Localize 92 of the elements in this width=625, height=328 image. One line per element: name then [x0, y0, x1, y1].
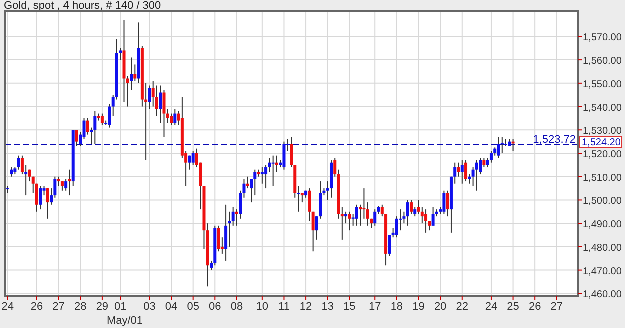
x-tick-label: 24	[485, 301, 498, 313]
candlestick	[254, 169, 257, 196]
candlestick	[366, 202, 370, 226]
candlestick	[312, 211, 315, 252]
candlestick	[170, 113, 174, 126]
candlestick	[68, 169, 72, 196]
candlestick	[297, 186, 300, 212]
candlestick	[75, 130, 78, 147]
candlestick	[217, 225, 220, 252]
y-tick-label: 1,470.00	[583, 266, 622, 278]
candlestick	[464, 160, 468, 182]
y-tick-label: 1,550.00	[583, 79, 622, 90]
x-tick-label: 26	[30, 301, 44, 313]
x-tick-label: 28	[74, 301, 87, 313]
x-tick-label: 04	[165, 301, 178, 313]
text: May/01	[106, 315, 144, 327]
x-tick-label: 22	[456, 301, 469, 313]
y-tick-label: 1,570.00	[583, 32, 622, 44]
x-tick-label: 17	[369, 301, 382, 313]
candlestick	[57, 176, 60, 187]
candlestick	[46, 188, 50, 220]
x-tick-label: 24	[2, 301, 14, 313]
candlestick	[162, 90, 166, 138]
candlestick	[188, 155, 192, 170]
y-tick-label: 1,490.00	[583, 220, 622, 231]
candlestick	[82, 118, 86, 140]
candlestick	[344, 211, 348, 224]
candlestick	[432, 206, 435, 226]
candlestick	[159, 85, 162, 124]
y-tick-label: 1,460.00	[583, 290, 622, 301]
candlestick	[399, 209, 402, 232]
candlestick	[224, 204, 228, 262]
candlestick	[406, 200, 410, 226]
candlestick	[374, 209, 377, 226]
candlestick	[174, 108, 177, 126]
x-tick-label: 26	[528, 301, 542, 313]
candlestick	[94, 110, 97, 145]
candlestick	[355, 204, 358, 226]
candlestick	[497, 136, 500, 159]
y-tick-label: 1,510.00	[583, 172, 622, 184]
candlestick	[10, 167, 14, 178]
x-tick-label: 27	[550, 301, 564, 313]
x-tick-label: 06	[209, 301, 222, 313]
x-tick-label: 03	[144, 301, 156, 313]
candlestick	[482, 158, 486, 168]
x-tick-label: 29	[96, 301, 109, 313]
candlestick	[457, 162, 460, 178]
candlestick	[308, 188, 312, 222]
y-tick-label: 1,540.00	[583, 102, 622, 114]
x-tick-label: 19	[412, 301, 425, 313]
text: 1,524.20	[582, 138, 622, 149]
y-tick-label: 1,530.00	[583, 126, 622, 138]
candlestick	[108, 104, 112, 128]
x-tick-label: 05	[187, 301, 200, 313]
candlestick	[282, 141, 286, 170]
candlestick	[100, 113, 104, 126]
candlestick	[446, 190, 450, 218]
candlestick	[348, 211, 352, 232]
candlestick	[260, 167, 264, 184]
ref-line-label: 1,523.72	[533, 134, 576, 146]
x-tick-label: 12	[300, 301, 312, 313]
candlestick	[166, 108, 170, 124]
candlestick	[35, 183, 38, 212]
x-tick-label: 10	[256, 301, 269, 313]
candlestick	[60, 181, 64, 192]
x-tick-label: 13	[322, 301, 334, 313]
candlestick	[442, 190, 446, 215]
candlestick	[232, 206, 235, 226]
candlestick	[272, 155, 275, 187]
candlestick	[134, 64, 137, 82]
candlestick	[475, 160, 478, 192]
candlestick	[490, 150, 493, 164]
candlestick	[460, 160, 464, 184]
x-tick-label: 08	[230, 301, 244, 313]
y-tick-label: 1,560.00	[583, 56, 622, 68]
candlestick	[192, 150, 195, 166]
x-tick-label: 20	[434, 301, 447, 313]
x-tick-label: 01	[114, 301, 127, 313]
y-tick-label: 1,520.00	[583, 150, 622, 160]
y-tick-label: 1,480.00	[583, 242, 622, 254]
x-tick-label: 25	[507, 301, 520, 313]
x-tick-label: 27	[52, 301, 65, 313]
candlestick	[388, 234, 392, 257]
x-tick-label: 18	[390, 301, 404, 313]
x-tick-label: 11	[278, 301, 290, 313]
candlestick	[424, 209, 428, 234]
candlestick	[39, 186, 42, 210]
x-tick-label: 15	[344, 301, 356, 313]
candlestick	[155, 85, 158, 117]
candlestick	[17, 155, 20, 170]
y-tick-label: 1,500.00	[583, 196, 622, 208]
candlestick	[410, 200, 413, 215]
